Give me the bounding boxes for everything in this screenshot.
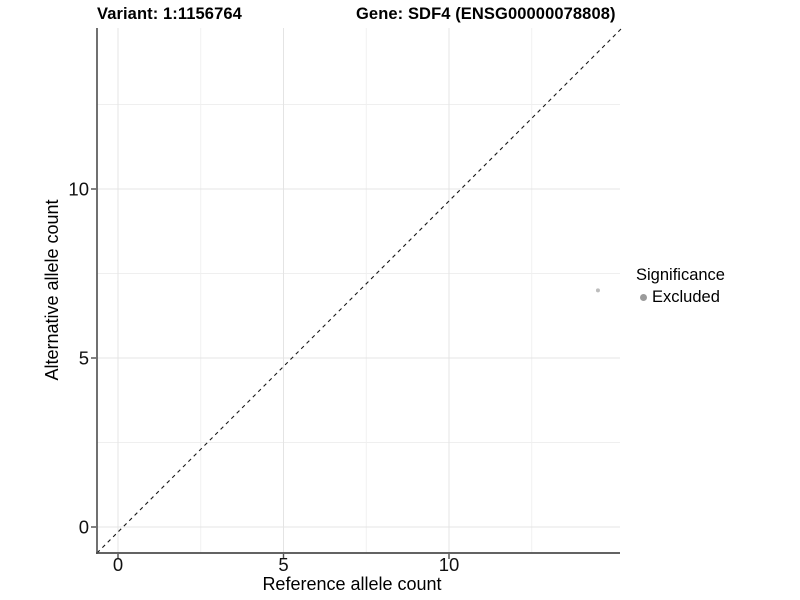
y-tick-label: 5: [79, 348, 89, 369]
x-tick-label: 5: [278, 554, 288, 575]
legend-key-dot-icon: [640, 294, 647, 301]
gridlines-major: [97, 28, 620, 553]
y-tick-label: 0: [79, 517, 89, 538]
identity-line: [96, 28, 622, 554]
axis-lines: [96, 28, 620, 554]
tick-marks: [91, 188, 450, 559]
identity-dashed-line: [96, 28, 622, 554]
y-tick-label: 10: [68, 179, 89, 200]
gridlines-minor: [97, 28, 620, 553]
data-point: [595, 288, 600, 293]
plot-title-variant: Variant: 1:1156764: [97, 5, 242, 23]
legend-item-label: Excluded: [652, 288, 720, 306]
legend: Significance Excluded: [636, 266, 725, 307]
legend-item-excluded: Excluded: [636, 288, 725, 307]
data-points: [595, 288, 600, 293]
plot-title-gene: Gene: SDF4 (ENSG00000078808): [356, 5, 616, 23]
x-tick-label: 0: [113, 554, 123, 575]
legend-title: Significance: [636, 266, 725, 284]
tick-labels: 0 5 10 0 5 10: [68, 179, 459, 576]
x-tick-label: 10: [439, 554, 460, 575]
x-axis-title: Reference allele count: [262, 574, 441, 594]
y-axis-title: Alternative allele count: [42, 199, 62, 380]
